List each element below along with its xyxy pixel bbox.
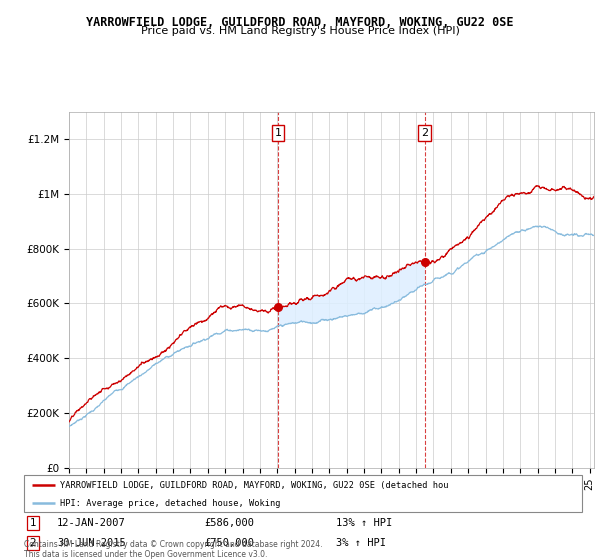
Text: YARROWFIELD LODGE, GUILDFORD ROAD, MAYFORD, WOKING, GU22 0SE (detached hou: YARROWFIELD LODGE, GUILDFORD ROAD, MAYFO… — [60, 481, 449, 490]
Text: 12-JAN-2007: 12-JAN-2007 — [57, 518, 126, 528]
Text: 2: 2 — [29, 538, 37, 548]
Text: HPI: Average price, detached house, Woking: HPI: Average price, detached house, Woki… — [60, 498, 281, 507]
Text: 3% ↑ HPI: 3% ↑ HPI — [336, 538, 386, 548]
Text: Contains HM Land Registry data © Crown copyright and database right 2024.
This d: Contains HM Land Registry data © Crown c… — [24, 540, 323, 559]
Text: Price paid vs. HM Land Registry's House Price Index (HPI): Price paid vs. HM Land Registry's House … — [140, 26, 460, 36]
FancyBboxPatch shape — [24, 475, 582, 512]
Text: YARROWFIELD LODGE, GUILDFORD ROAD, MAYFORD, WOKING, GU22 0SE: YARROWFIELD LODGE, GUILDFORD ROAD, MAYFO… — [86, 16, 514, 29]
Text: £586,000: £586,000 — [204, 518, 254, 528]
Text: 13% ↑ HPI: 13% ↑ HPI — [336, 518, 392, 528]
Text: 2: 2 — [421, 128, 428, 138]
Text: 30-JUN-2015: 30-JUN-2015 — [57, 538, 126, 548]
Text: 1: 1 — [274, 128, 281, 138]
Text: £750,000: £750,000 — [204, 538, 254, 548]
Text: 1: 1 — [29, 518, 37, 528]
